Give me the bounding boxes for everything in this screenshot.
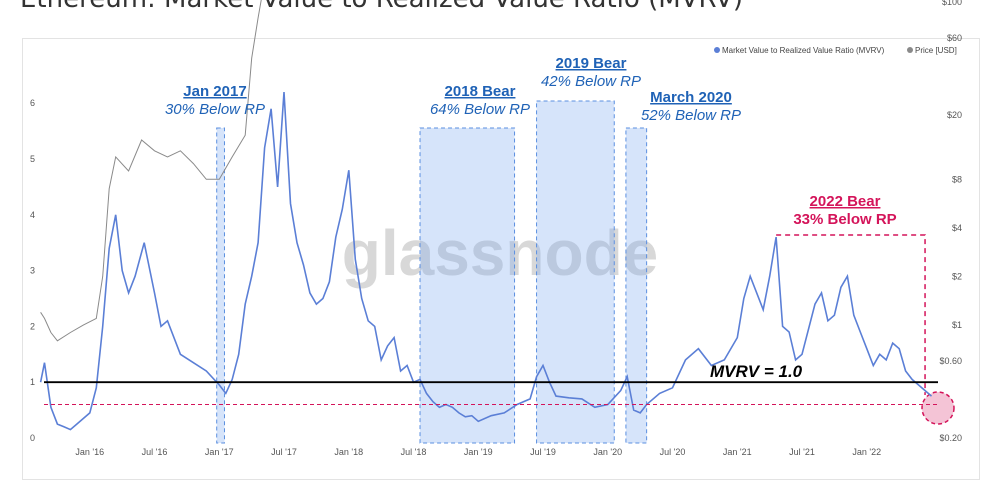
page-title: Ethereum: Market Value to Realized Value…	[20, 0, 743, 14]
x-tick-label: Jul '16	[142, 447, 168, 457]
x-tick-label: Jan '19	[464, 447, 493, 457]
annotation-title: March 2020	[650, 89, 732, 106]
annotation-box-2022	[776, 234, 926, 395]
price-series-line	[40, 0, 262, 342]
annotation-band	[216, 127, 225, 444]
x-tick-label: Jan '20	[593, 447, 622, 457]
annotation-subtitle: 33% Below RP	[793, 211, 896, 228]
y-right-tick-label: $0.20	[939, 433, 962, 443]
x-tick-label: Jul '17	[271, 447, 297, 457]
y-right-tick-label: $0.60	[939, 356, 962, 366]
legend-swatch-mvrv	[714, 47, 720, 53]
annotation-title: 2022 Bear	[810, 193, 881, 210]
y-right-tick-label: $2	[952, 272, 962, 282]
y-left-tick-label: 6	[30, 98, 35, 108]
y-right-tick-label: $1	[952, 320, 962, 330]
x-tick-label: Jul '20	[660, 447, 686, 457]
y-left-tick-label: 1	[30, 377, 35, 387]
x-tick-label: Jan '22	[852, 447, 881, 457]
y-right-tick-label: $20	[947, 110, 962, 120]
annotation-band	[419, 127, 516, 444]
y-left-tick-label: 2	[30, 321, 35, 331]
x-tick-label: Jan '18	[334, 447, 363, 457]
annotation-subtitle: 64% Below RP	[430, 101, 530, 118]
x-tick-label: Jul '18	[401, 447, 427, 457]
legend-label-mvrv: Market Value to Realized Value Ratio (MV…	[722, 46, 885, 55]
y-left-tick-label: 4	[30, 210, 35, 220]
x-tick-label: Jan '21	[723, 447, 752, 457]
y-left-tick-label: 0	[30, 433, 35, 443]
x-tick-label: Jul '21	[789, 447, 815, 457]
x-tick-label: Jan '16	[75, 447, 104, 457]
legend-label-price: Price [USD]	[915, 46, 957, 55]
y-right-tick-label: $8	[952, 174, 962, 184]
annotation-subtitle: 52% Below RP	[641, 107, 741, 124]
mvrv-one-label: MVRV = 1.0	[710, 362, 803, 381]
axes: 0123456$0.20$0.60$1$2$4$8$20$60$100$400$…	[30, 0, 962, 457]
bottom-highlight-circle	[921, 391, 955, 425]
annotation-title: Jan 2017	[183, 83, 246, 100]
y-left-tick-label: 5	[30, 154, 35, 164]
annotation-subtitle: 42% Below RP	[541, 73, 641, 90]
y-right-tick-label: $60	[947, 33, 962, 43]
annotation-title: 2018 Bear	[445, 83, 516, 100]
legend-swatch-price	[907, 47, 913, 53]
chart-frame	[22, 38, 980, 480]
annotation-band	[625, 127, 648, 444]
reference-lines: MVRV = 1.0	[44, 362, 938, 406]
x-tick-label: Jul '19	[530, 447, 556, 457]
y-right-tick-label: $100	[942, 0, 962, 7]
y-left-tick-label: 3	[30, 266, 35, 276]
annotation-band	[536, 100, 615, 444]
annotation-bands	[216, 100, 955, 444]
watermark: glassnode	[342, 217, 659, 289]
annotation-title: 2019 Bear	[556, 55, 627, 72]
legend: Market Value to Realized Value Ratio (MV…	[714, 46, 957, 55]
y-right-tick-label: $4	[952, 223, 962, 233]
annotation-subtitle: 30% Below RP	[165, 101, 265, 118]
x-tick-label: Jan '17	[205, 447, 234, 457]
